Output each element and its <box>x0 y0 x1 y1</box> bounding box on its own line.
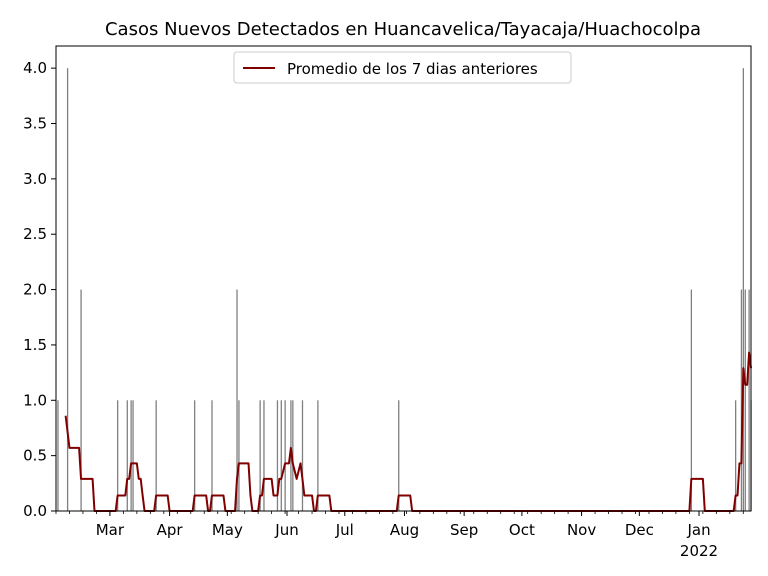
bars-layer <box>57 68 752 511</box>
x-tick-label-4: Jul <box>335 521 354 539</box>
y-tick-label-2: 1.0 <box>23 391 47 409</box>
x-tick-label-1: Apr <box>157 521 184 539</box>
y-tick-label-3: 1.5 <box>23 336 47 354</box>
legend-entry-average: Promedio de los 7 dias anteriores <box>287 60 538 78</box>
legend: Promedio de los 7 dias anteriores <box>233 51 572 84</box>
y-tick-label-6: 3.0 <box>23 170 47 188</box>
bar-11 <box>238 400 240 511</box>
bar-14 <box>276 400 279 511</box>
y-tick-label-8: 4.0 <box>23 59 47 77</box>
x-tick-label-2: May <box>212 521 243 539</box>
plot-frame <box>55 45 752 512</box>
y-tick-label-1: 0.5 <box>23 447 47 465</box>
y-tick-label-4: 2.0 <box>23 281 47 299</box>
bar-23 <box>735 400 737 511</box>
bar-19 <box>301 400 304 511</box>
bar-3 <box>117 400 119 511</box>
bar-8 <box>194 400 196 511</box>
x-tick-label-0: Mar <box>96 521 125 539</box>
bar-6 <box>132 400 134 511</box>
bar-10 <box>236 289 238 511</box>
chart-title: Casos Nuevos Detectados en Huancavelica/… <box>105 19 701 40</box>
x-tick-label-6: Sep <box>450 521 478 539</box>
x-tick-label-8: Nov <box>567 521 596 539</box>
bar-24 <box>740 289 743 511</box>
series-line-average <box>64 351 752 512</box>
x-tick-label-7: Oct <box>509 521 535 539</box>
x-tick-label-9: Dec <box>625 521 654 539</box>
bar-27 <box>748 289 750 511</box>
bar-12 <box>259 400 261 511</box>
bar-7 <box>155 400 157 511</box>
bar-0 <box>57 400 59 511</box>
x-tick-label-10: Jan <box>686 521 710 539</box>
bar-21 <box>398 400 400 511</box>
y-tick-label-0: 0.0 <box>23 502 47 520</box>
x-tick-sublabel-10: 2022 <box>680 542 718 560</box>
y-tick-label-7: 3.5 <box>23 115 47 133</box>
x-tick-label-3: Jun <box>274 521 298 539</box>
bar-4 <box>126 400 128 511</box>
line-layer <box>64 351 752 512</box>
y-tick-label-5: 2.5 <box>23 225 47 243</box>
bar-18 <box>292 400 294 511</box>
legend-frame <box>233 51 572 84</box>
bar-20 <box>317 400 319 511</box>
bar-9 <box>211 400 213 511</box>
bar-2 <box>80 289 82 511</box>
bar-22 <box>690 289 693 511</box>
bar-26 <box>744 289 746 511</box>
bar-25 <box>742 68 744 511</box>
axes-layer: 0.0 0.5 1.0 1.5 2.0 2.5 3.0 3.5 4.0 Mar Apr May Jun J… <box>23 45 752 560</box>
x-tick-label-5: Aug <box>390 521 419 539</box>
bar-16 <box>284 400 286 511</box>
bar-5 <box>130 400 132 511</box>
bar-15 <box>280 400 282 511</box>
bar-13 <box>263 400 265 511</box>
bar-1 <box>66 68 69 511</box>
